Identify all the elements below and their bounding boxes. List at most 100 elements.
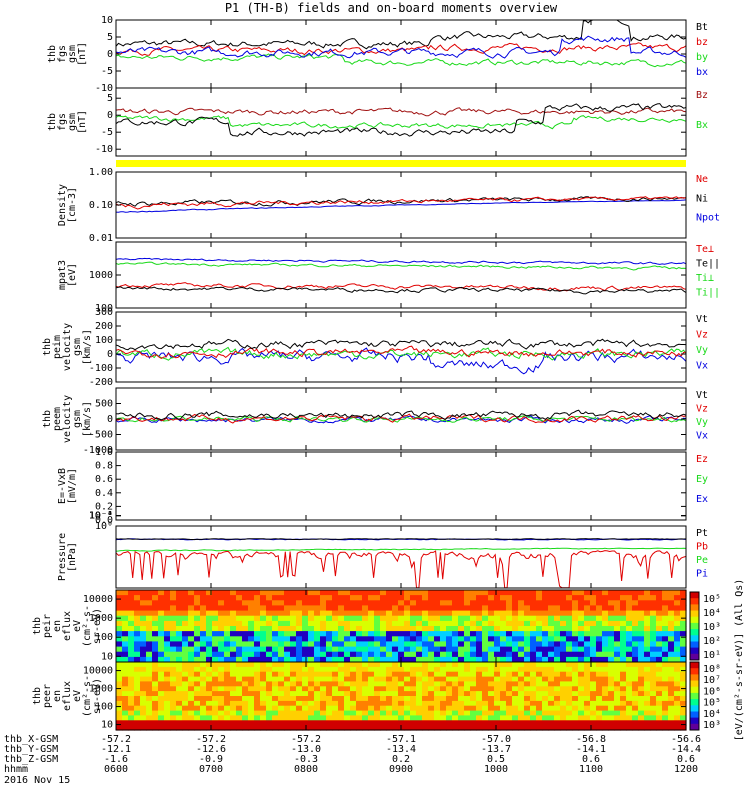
heatmap-cell	[590, 725, 597, 731]
heatmap-cell	[260, 600, 267, 606]
heatmap-cell	[194, 696, 201, 702]
heatmap-cell	[464, 636, 471, 642]
heatmap-cell	[176, 691, 183, 697]
heatmap-cell	[674, 610, 681, 617]
heatmap-cell	[338, 656, 345, 663]
heatmap-cell	[302, 662, 309, 668]
heatmap-cell	[422, 725, 429, 731]
y-axis-label: [cm-3]	[67, 187, 78, 223]
heatmap-cell	[404, 725, 411, 731]
series-Pt	[115, 538, 687, 541]
heatmap-cell	[188, 666, 195, 673]
heatmap-cell	[428, 626, 435, 632]
heatmap-cell	[470, 696, 477, 702]
heatmap-cell	[668, 631, 675, 637]
heatmap-cell	[356, 620, 363, 627]
heatmap-cell	[392, 686, 399, 692]
x-axis-value: -56.8	[576, 734, 606, 745]
heatmap-cell	[314, 662, 321, 668]
heatmap-cell	[224, 656, 231, 663]
heatmap-cell	[128, 696, 135, 702]
heatmap-cell	[254, 686, 261, 692]
heatmap-cell	[116, 725, 123, 731]
heatmap-cell	[578, 700, 585, 707]
heatmap-cell	[248, 676, 255, 683]
heatmap-cell	[614, 662, 621, 668]
heatmap-cell	[602, 631, 609, 637]
heatmap-cell	[626, 615, 633, 622]
heatmap-cell	[644, 705, 651, 712]
heatmap-cell	[182, 626, 189, 632]
heatmap-cell	[626, 605, 633, 612]
heatmap-cell	[488, 671, 495, 678]
heatmap-cell	[656, 715, 663, 721]
heatmap-cell	[608, 610, 615, 617]
heatmap-cell	[266, 705, 273, 712]
heatmap-cell	[476, 620, 483, 627]
heatmap-cell	[230, 626, 237, 632]
heatmap-cell	[548, 605, 555, 612]
heatmap-cell	[158, 662, 165, 668]
heatmap-cell	[512, 636, 519, 642]
heatmap-cell	[578, 710, 585, 717]
y-axis-label: fgs	[57, 113, 68, 131]
heatmap-cell	[176, 715, 183, 721]
heatmap-cell	[278, 700, 285, 707]
heatmap-cell	[194, 662, 201, 668]
heatmap-cell	[542, 590, 549, 596]
heatmap-cell	[452, 662, 459, 668]
heatmap-cell	[272, 720, 279, 726]
y-tick-label: 0.01	[89, 233, 113, 244]
legend-item: Npot	[696, 213, 720, 224]
heatmap-cell	[596, 651, 603, 658]
heatmap-cell	[134, 691, 141, 697]
heatmap-cell	[182, 636, 189, 642]
heatmap-cell	[662, 646, 669, 653]
heatmap-cell	[122, 620, 129, 627]
heatmap-cell	[146, 615, 153, 622]
heatmap-cell	[176, 671, 183, 678]
heatmap-cell	[494, 600, 501, 606]
heatmap-cell	[542, 610, 549, 617]
heatmap-cell	[530, 600, 537, 606]
heatmap-cell	[188, 631, 195, 637]
heatmap-cell	[500, 626, 507, 632]
heatmap-cell	[506, 696, 513, 702]
heatmap-cell	[584, 725, 591, 731]
heatmap-cell	[278, 662, 285, 668]
heatmap-cell	[380, 641, 387, 648]
heatmap-cell	[218, 590, 225, 596]
heatmap-cell	[446, 595, 453, 601]
heatmap-cell	[566, 615, 573, 622]
heatmap-cell	[602, 610, 609, 617]
heatmap-cell	[356, 651, 363, 658]
heatmap-cell	[668, 681, 675, 687]
heatmap-cell	[500, 676, 507, 683]
heatmap-cell	[260, 610, 267, 617]
heatmap-cell	[368, 696, 375, 702]
heatmap-cell	[578, 705, 585, 712]
heatmap-cell	[566, 646, 573, 653]
heatmap-cell	[194, 676, 201, 683]
heatmap-cell	[380, 651, 387, 658]
heatmap-cell	[614, 636, 621, 642]
heatmap-cell	[620, 631, 627, 637]
heatmap-cell	[674, 620, 681, 627]
heatmap-cell	[260, 681, 267, 687]
heatmap-cell	[452, 590, 459, 596]
series-Pb	[115, 550, 687, 589]
heatmap-cell	[530, 691, 537, 697]
heatmap-cell	[206, 651, 213, 658]
heatmap-cell	[476, 691, 483, 697]
heatmap-cell	[470, 646, 477, 653]
heatmap-cell	[482, 600, 489, 606]
heatmap-cell	[584, 666, 591, 673]
y-axis-label: peem	[52, 407, 63, 431]
heatmap-cell	[614, 641, 621, 648]
heatmap-cell	[302, 700, 309, 707]
heatmap-cell	[350, 681, 357, 687]
heatmap-cell	[152, 676, 159, 683]
heatmap-cell	[170, 620, 177, 627]
heatmap-cell	[284, 651, 291, 658]
heatmap-cell	[146, 696, 153, 702]
